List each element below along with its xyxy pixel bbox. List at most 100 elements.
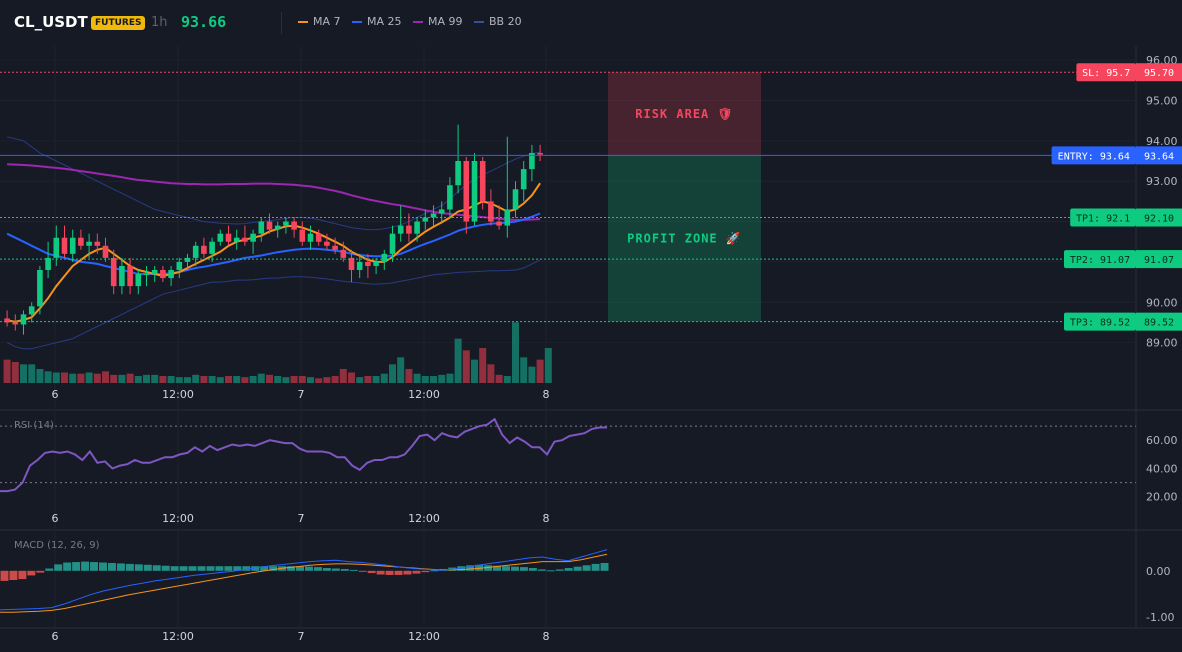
price-tick-label: 94.00 bbox=[1146, 135, 1178, 148]
time-tick-label: 6 bbox=[52, 388, 59, 401]
candle-body bbox=[488, 201, 494, 222]
price-axis-tag-label: 95.70 bbox=[1144, 68, 1174, 79]
candle-body bbox=[422, 217, 429, 222]
candle-body bbox=[356, 261, 363, 270]
candle-body bbox=[78, 237, 84, 246]
macd-histogram-bar bbox=[188, 566, 197, 571]
volume-bar bbox=[110, 374, 118, 383]
macd-tick-label: -1.00 bbox=[1146, 611, 1174, 624]
volume-bar bbox=[397, 357, 405, 383]
macd-histogram-bar bbox=[510, 566, 519, 571]
legend-ma25[interactable]: MA 25 bbox=[352, 15, 402, 28]
candle-body bbox=[414, 221, 420, 234]
candle-body bbox=[135, 274, 142, 287]
macd-histogram-bar bbox=[555, 569, 564, 571]
rsi-tick-label: 20.00 bbox=[1146, 491, 1178, 504]
legend-ma7[interactable]: MA 7 bbox=[298, 15, 341, 28]
volume-bar bbox=[339, 369, 347, 383]
time-tick-label: 6 bbox=[52, 630, 59, 643]
volume-bar bbox=[364, 376, 372, 383]
macd-histogram-bar bbox=[430, 570, 439, 572]
candle-body bbox=[69, 237, 76, 254]
macd-histogram-bar bbox=[63, 562, 72, 571]
price-pane[interactable]: 96.0095.0094.0093.0092.0091.0090.0089.00… bbox=[0, 46, 1182, 643]
legend-bb20[interactable]: BB 20 bbox=[474, 15, 522, 28]
price-axis-tag-label: 89.52 bbox=[1144, 318, 1174, 329]
macd-histogram-bar bbox=[564, 568, 573, 571]
time-tick-label: 7 bbox=[298, 388, 305, 401]
ma25-line bbox=[6, 212, 541, 275]
candle-body bbox=[119, 265, 125, 287]
volume-bar bbox=[257, 373, 265, 383]
legend-ma99[interactable]: MA 99 bbox=[413, 15, 463, 28]
price-tick-label: 95.00 bbox=[1146, 94, 1178, 107]
macd-histogram-bar bbox=[349, 569, 358, 571]
candle-body bbox=[12, 322, 19, 325]
macd-histogram-bar bbox=[582, 565, 591, 571]
price-tick-label: 90.00 bbox=[1146, 296, 1178, 309]
time-tick-label: 8 bbox=[543, 388, 550, 401]
candle-body bbox=[233, 237, 240, 242]
macd-histogram-bar bbox=[367, 570, 376, 574]
macd-signal-line bbox=[0, 553, 608, 613]
volume-bar bbox=[200, 376, 208, 383]
candle-body bbox=[389, 233, 396, 254]
volume-bar bbox=[348, 372, 355, 383]
macd-histogram-bar bbox=[179, 566, 188, 571]
macd-histogram-bar bbox=[331, 568, 340, 571]
candle-body bbox=[455, 161, 461, 186]
time-tick-label: 8 bbox=[543, 512, 550, 525]
candle-body bbox=[258, 221, 265, 234]
volume-bar bbox=[61, 372, 68, 383]
candle-body bbox=[192, 245, 199, 258]
volume-bar bbox=[184, 377, 191, 383]
candle-body bbox=[315, 233, 322, 242]
profit-zone bbox=[608, 155, 761, 322]
candle-body bbox=[291, 221, 297, 230]
candle-body bbox=[340, 249, 347, 258]
timeframe-label[interactable]: 1h bbox=[151, 15, 168, 30]
macd-histogram-bar bbox=[528, 568, 537, 571]
volume-bar bbox=[233, 376, 241, 383]
macd-histogram-bar bbox=[322, 568, 331, 571]
macd-line bbox=[0, 549, 608, 611]
candle-body bbox=[176, 261, 183, 270]
ma7-line bbox=[6, 182, 541, 323]
profit-zone-label: PROFIT ZONE 🚀 bbox=[627, 232, 742, 246]
candle-body bbox=[397, 225, 404, 234]
level-tag bbox=[1076, 63, 1136, 82]
risk-area-label: RISK AREA 🛡 bbox=[635, 107, 733, 121]
macd-histogram-bar bbox=[591, 563, 600, 571]
volume-bar bbox=[159, 376, 167, 383]
time-tick-label: 12:00 bbox=[408, 388, 440, 401]
volume-bar bbox=[143, 374, 150, 383]
candle-body bbox=[529, 152, 535, 170]
candle-body bbox=[512, 189, 519, 210]
candle-body bbox=[242, 237, 248, 242]
volume-bar bbox=[503, 376, 511, 383]
candle-body bbox=[20, 314, 27, 325]
macd-histogram-bar bbox=[305, 566, 313, 571]
macd-histogram-bar bbox=[134, 564, 143, 571]
macd-pane[interactable]: MACD (12, 26, 9) 0.00 -1.00 bbox=[0, 540, 1174, 624]
rsi-title: RSI (14) bbox=[14, 420, 54, 431]
macd-histogram-bar bbox=[394, 570, 403, 575]
time-tick-label: 7 bbox=[298, 630, 305, 643]
volume-bar bbox=[93, 373, 101, 383]
level-tag-label: TP3: 89.52 bbox=[1070, 318, 1130, 329]
volume-bar bbox=[208, 376, 216, 383]
macd-histogram-bar bbox=[376, 570, 385, 575]
volume-bar bbox=[282, 377, 290, 383]
time-tick-label: 6 bbox=[52, 512, 59, 525]
macd-histogram-bar bbox=[224, 566, 233, 571]
rsi-pane[interactable]: RSI (14) 60.00 40.00 20.00 bbox=[0, 417, 1178, 504]
macd-title: MACD (12, 26, 9) bbox=[14, 540, 100, 551]
candle-body bbox=[225, 233, 232, 242]
ma25-swatch bbox=[352, 20, 362, 23]
candle-body bbox=[496, 221, 502, 226]
macd-histogram-bar bbox=[152, 565, 161, 571]
price-axis-tag bbox=[1136, 63, 1182, 82]
symbol-name[interactable]: CL_USDT bbox=[14, 13, 88, 31]
volume-bar bbox=[479, 348, 487, 383]
